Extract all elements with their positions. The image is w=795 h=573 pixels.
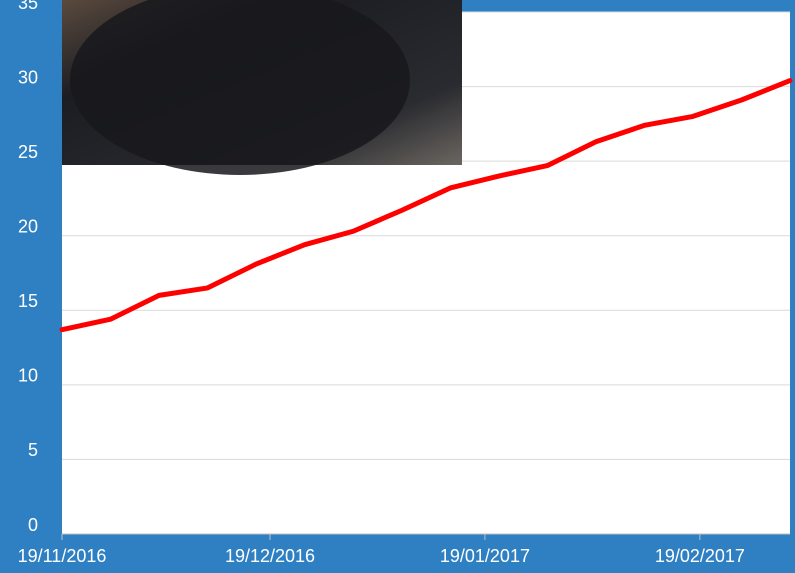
y-tick-label: 35 [18, 0, 38, 13]
y-tick-label: 5 [28, 440, 38, 460]
photo-subject [70, 0, 410, 175]
y-tick-label: 15 [18, 291, 38, 311]
y-tick-label: 30 [18, 67, 38, 87]
x-tick-label: 19/12/2016 [225, 546, 315, 566]
x-tick-label: 19/11/2016 [18, 546, 107, 566]
y-tick-label: 20 [18, 216, 38, 236]
x-tick-label: 19/01/2017 [440, 546, 530, 566]
y-tick-label: 10 [18, 366, 38, 386]
x-tick-label: 19/02/2017 [655, 546, 745, 566]
y-tick-label: 25 [18, 142, 38, 162]
y-tick-label: 0 [28, 515, 38, 535]
data-line [59, 78, 793, 333]
